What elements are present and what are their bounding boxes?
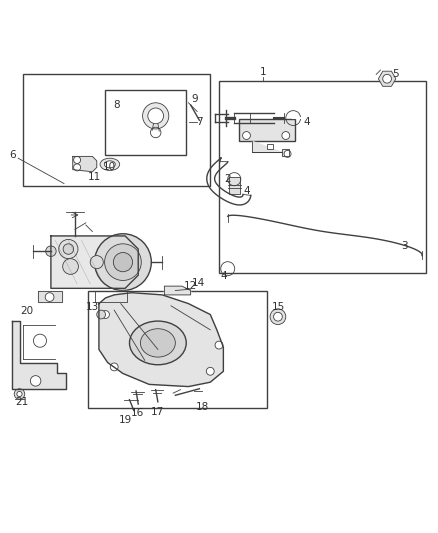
- Circle shape: [110, 363, 118, 371]
- Circle shape: [97, 310, 106, 319]
- Circle shape: [59, 239, 78, 259]
- Text: 15: 15: [271, 302, 285, 312]
- Text: 4: 4: [303, 117, 310, 126]
- Text: 9: 9: [192, 94, 198, 104]
- Circle shape: [206, 367, 214, 375]
- Polygon shape: [51, 236, 138, 288]
- Ellipse shape: [104, 161, 115, 168]
- Circle shape: [74, 164, 81, 171]
- Bar: [88, 290, 267, 408]
- Circle shape: [107, 293, 116, 302]
- Circle shape: [243, 132, 251, 140]
- Polygon shape: [99, 293, 223, 386]
- Circle shape: [74, 157, 81, 164]
- Text: 7: 7: [196, 117, 203, 126]
- Circle shape: [270, 309, 286, 325]
- Text: 12: 12: [184, 281, 197, 290]
- Circle shape: [33, 334, 46, 348]
- Circle shape: [148, 108, 163, 124]
- Circle shape: [45, 293, 54, 302]
- Text: 16: 16: [131, 408, 144, 418]
- Circle shape: [63, 259, 78, 274]
- Text: 5: 5: [392, 69, 399, 78]
- Circle shape: [46, 246, 56, 256]
- Circle shape: [113, 253, 133, 272]
- Polygon shape: [164, 286, 191, 295]
- Polygon shape: [38, 290, 62, 302]
- Text: 18: 18: [196, 402, 209, 412]
- Text: 20: 20: [20, 306, 33, 316]
- Text: 21: 21: [15, 397, 28, 407]
- Ellipse shape: [100, 158, 120, 171]
- Circle shape: [143, 103, 169, 129]
- Circle shape: [90, 256, 103, 269]
- Polygon shape: [73, 157, 97, 172]
- Ellipse shape: [130, 321, 186, 365]
- Circle shape: [383, 75, 392, 83]
- Text: 17: 17: [150, 407, 164, 417]
- Text: 8: 8: [113, 100, 120, 110]
- Polygon shape: [252, 141, 289, 156]
- Text: 6: 6: [9, 150, 16, 160]
- Circle shape: [282, 132, 290, 140]
- Text: 2: 2: [224, 174, 231, 184]
- Text: 11: 11: [88, 172, 101, 182]
- Bar: [106, 90, 186, 155]
- Circle shape: [30, 376, 41, 386]
- Polygon shape: [12, 321, 66, 389]
- Circle shape: [105, 244, 141, 280]
- Circle shape: [102, 311, 110, 318]
- Circle shape: [14, 389, 25, 399]
- Circle shape: [274, 312, 283, 321]
- Text: 4: 4: [220, 271, 227, 281]
- Circle shape: [215, 341, 223, 349]
- Ellipse shape: [141, 329, 175, 357]
- Circle shape: [17, 391, 22, 397]
- Text: 1: 1: [259, 67, 266, 77]
- Text: 14: 14: [192, 278, 205, 288]
- Text: 3: 3: [401, 240, 408, 251]
- Bar: [22, 75, 210, 185]
- Circle shape: [284, 150, 291, 157]
- Text: 10: 10: [102, 162, 116, 172]
- Polygon shape: [95, 290, 127, 302]
- Text: 13: 13: [86, 302, 99, 312]
- Circle shape: [95, 234, 151, 290]
- Bar: [267, 144, 273, 149]
- Bar: [239, 119, 295, 141]
- Bar: [229, 177, 240, 195]
- Circle shape: [63, 244, 74, 254]
- Text: 19: 19: [119, 415, 132, 425]
- Text: 4: 4: [243, 185, 250, 196]
- Bar: [219, 81, 426, 273]
